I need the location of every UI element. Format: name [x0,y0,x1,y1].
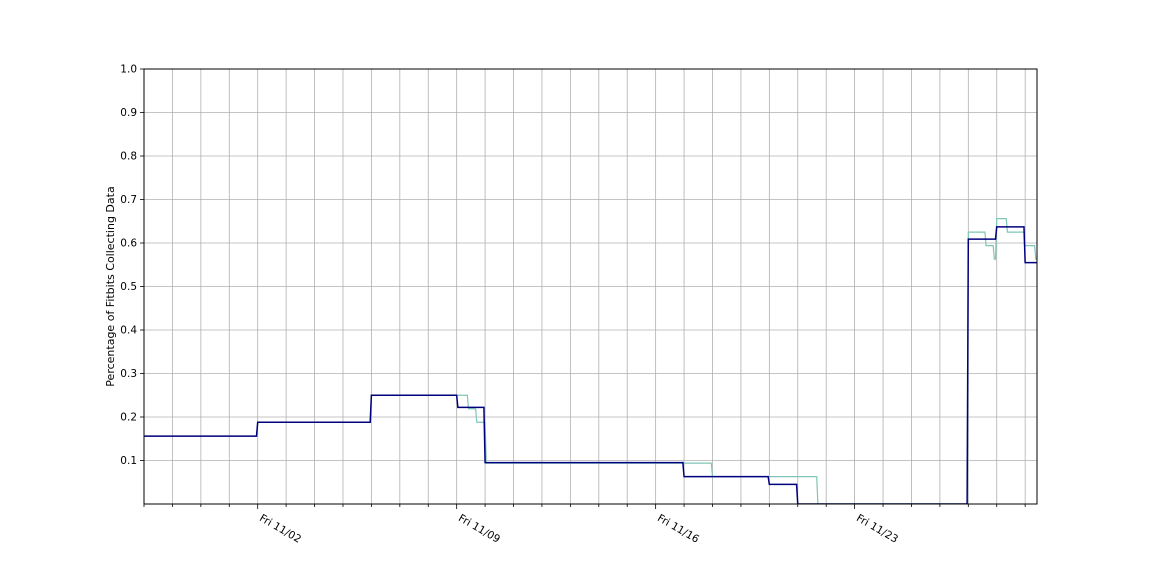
y-tick-label: 0.8 [120,151,137,163]
y-tick-label: 1.0 [120,64,137,76]
x-tick-label: Fri 11/23 [854,512,900,545]
series-layer [144,218,1037,504]
y-tick-label: 0.1 [120,455,137,467]
y-tick-label: 0.9 [120,107,137,119]
x-tick-label: Fri 11/16 [655,512,701,546]
y-tick-label: 0.2 [120,412,137,424]
grid-lines [143,68,1037,504]
x-tick-label: Fri 11/02 [257,512,303,545]
x-tick-label: Fri 11/09 [456,512,502,545]
series-line-2 [144,226,1037,504]
y-tick-label: 0.4 [120,325,137,337]
y-tick-label: 0.5 [120,281,137,293]
y-axis-label: Percentage of Fitbits Collecting Data [104,186,117,386]
axis-ticks: Fri 11/02 Fri 11/09 Fri 11/16 Fri 11/23 0.1 0… [120,64,1026,546]
y-tick-label: 0.3 [120,368,137,380]
y-tick-label: 0.7 [120,194,137,206]
series-line-1 [144,218,1037,504]
y-tick-label: 0.6 [120,238,137,250]
